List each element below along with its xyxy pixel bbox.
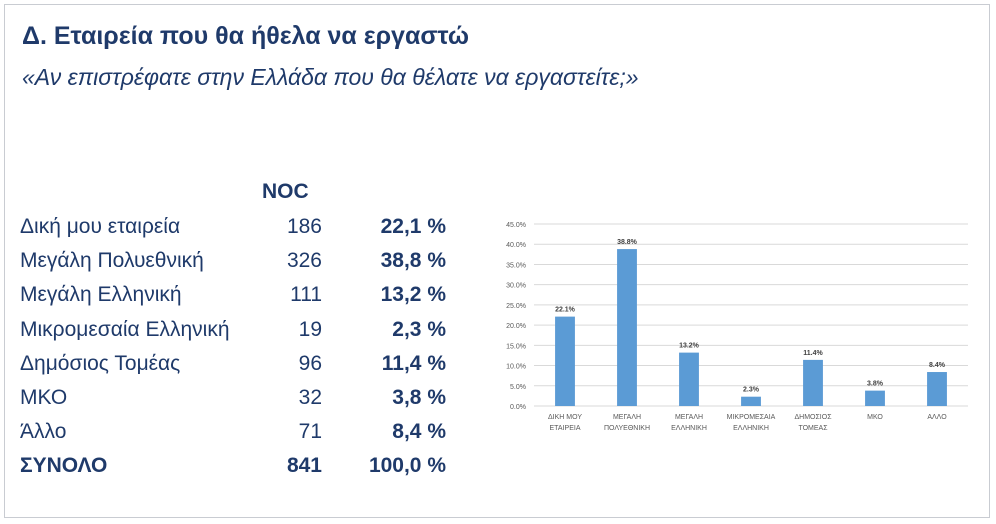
row-label: ΜΚΟ: [20, 386, 68, 410]
row-count: 186: [286, 215, 322, 239]
row-count: 326: [286, 249, 322, 273]
data-label: 13.2%: [679, 343, 700, 350]
table-row: Δική μου εταιρεία 186 22,1 %: [20, 210, 446, 244]
row-label: Μεγάλη Ελληνική: [20, 283, 182, 307]
bar: [865, 390, 885, 406]
row-label: Άλλο: [20, 420, 67, 444]
table-row: Δημόσιος Τομέας 96 11,4 %: [20, 347, 446, 381]
row-count: 32: [298, 386, 322, 410]
data-label: 11.4%: [803, 350, 823, 357]
results-table: Δική μου εταιρεία 186 22,1 % Μεγάλη Πολυεθν…: [20, 210, 446, 484]
row-count: 71: [298, 420, 322, 444]
row-percent: 11,4 %: [381, 351, 446, 375]
category-label: ΕΛΛΗΝΙΚΗ: [671, 425, 707, 432]
row-label: Μεγάλη Πολυεθνική: [20, 249, 204, 273]
bar-chart: 0.0% 5.0% 10.0% 15.0% 20.0% 25.0% 30.0% 35.0% 40…: [506, 222, 968, 432]
slide-subtitle: «Αν επιστρέφατε στην Ελλάδα που θα θέλατ…: [22, 64, 639, 90]
table-row: Άλλο 71 8,4 %: [20, 415, 446, 449]
y-tick-label: 45.0%: [506, 222, 526, 229]
y-tick-label: 40.0%: [506, 242, 526, 249]
data-label: 38.8%: [617, 239, 638, 246]
row-percent: 13,2 %: [380, 283, 446, 307]
category-label: ΔΙΚΗ ΜΟΥ: [548, 414, 582, 421]
total-percent: 100,0 %: [368, 454, 446, 478]
y-tick-label: 5.0%: [510, 384, 526, 391]
row-percent: 38,8 %: [380, 249, 446, 273]
table-row: Μεγάλη Πολυεθνική 326 38,8 %: [20, 244, 446, 278]
data-label: 2.3%: [743, 387, 760, 394]
y-tick-label: 35.0%: [506, 262, 526, 269]
row-label: Δική μου εταιρεία: [20, 215, 181, 239]
bar: [741, 396, 761, 406]
category-label: ΜΙΚΡΟΜΕΣΑΙΑ: [727, 414, 776, 421]
data-label: 8.4%: [929, 362, 946, 369]
y-tick-label: 20.0%: [506, 323, 526, 330]
total-row: ΣΥΝΟΛΟ 841 100,0 %: [20, 449, 446, 483]
bar: [617, 249, 637, 406]
row-count: 111: [290, 283, 322, 307]
row-count: 19: [298, 317, 322, 341]
slide-title: Δ. Εταιρεία που θα ήθελα να εργαστώ: [22, 22, 470, 50]
data-label: 22.1%: [555, 307, 576, 314]
row-percent: 2,3 %: [392, 317, 446, 341]
row-percent: 8,4 %: [392, 420, 446, 444]
row-label: Δημόσιος Τομέας: [20, 351, 181, 375]
category-label: ΕΛΛΗΝΙΚΗ: [733, 425, 769, 432]
row-label: Μικρομεσαία Ελληνική: [20, 317, 230, 341]
row-count: 96: [298, 351, 322, 375]
total-label: ΣΥΝΟΛΟ: [20, 454, 108, 478]
bar: [803, 359, 823, 406]
category-label: ΤΟΜΕΑΣ: [798, 425, 828, 432]
data-label: 3.8%: [867, 381, 884, 388]
y-tick-label: 15.0%: [506, 343, 526, 350]
y-tick-label: 0.0%: [510, 404, 526, 411]
y-tick-label: 25.0%: [506, 303, 526, 310]
table-row: ΜΚΟ 32 3,8 %: [20, 381, 446, 415]
count-column-header: NOC: [262, 180, 309, 203]
table-row: Μεγάλη Ελληνική 111 13,2 %: [20, 278, 446, 312]
total-count: 841: [286, 454, 322, 478]
category-label: ΠΟΛΥΕΘΝΙΚΗ: [604, 425, 650, 432]
table-row: Μικρομεσαία Ελληνική 19 2,3 %: [20, 313, 446, 347]
category-label: ΜΚΟ: [867, 414, 883, 421]
row-percent: 22,1 %: [380, 215, 446, 239]
category-label: ΜΕΓΑΛΗ: [613, 414, 641, 421]
category-label: ΔΗΜΟΣΙΟΣ: [794, 414, 832, 421]
category-label: ΕΤΑΙΡΕΙΑ: [550, 425, 581, 432]
bar: [555, 316, 575, 406]
bar: [927, 372, 947, 406]
y-tick-label: 30.0%: [506, 283, 526, 290]
y-tick-label: 10.0%: [506, 364, 526, 371]
row-percent: 3,8 %: [392, 386, 446, 410]
category-label: ΜΕΓΑΛΗ: [675, 414, 703, 421]
slide-frame: [4, 4, 990, 518]
bar: [679, 352, 699, 406]
category-label: ΑΛΛΟ: [927, 414, 947, 421]
